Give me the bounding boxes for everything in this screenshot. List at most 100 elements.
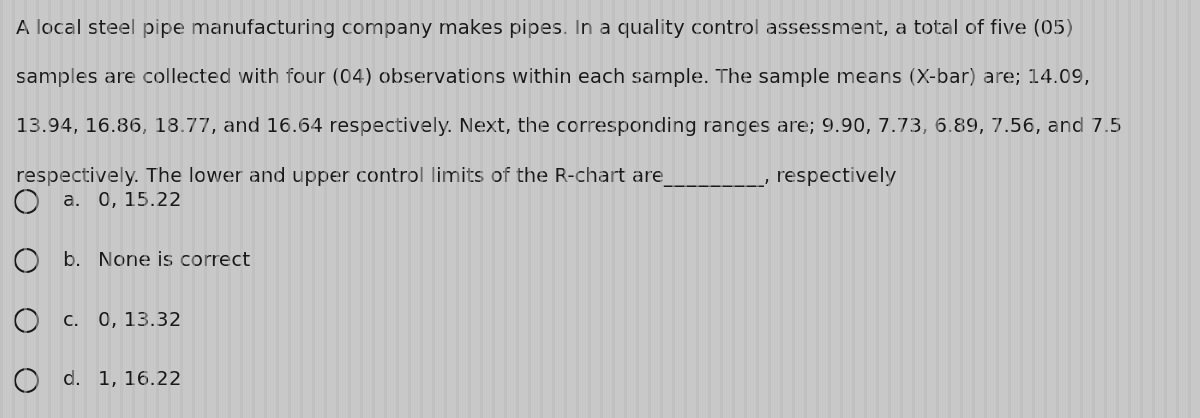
Bar [576, 0, 580, 418]
Bar [540, 0, 542, 418]
Bar [996, 0, 998, 418]
Bar [360, 0, 364, 418]
Bar [780, 0, 782, 418]
Bar [336, 0, 340, 418]
Text: 0, 13.32: 0, 13.32 [98, 311, 181, 330]
Bar [912, 0, 914, 418]
Bar [144, 0, 148, 418]
Bar [684, 0, 686, 418]
Bar [984, 0, 986, 418]
Text: 1, 16.22: 1, 16.22 [98, 370, 182, 390]
Bar [864, 0, 866, 418]
Bar [660, 0, 662, 418]
Bar [228, 0, 230, 418]
Bar [12, 0, 14, 418]
Bar [192, 0, 194, 418]
Bar [276, 0, 278, 418]
Bar [1008, 0, 1010, 418]
Bar [876, 0, 878, 418]
Bar [312, 0, 314, 418]
Bar [1032, 0, 1034, 418]
Bar [444, 0, 446, 418]
Text: 0, 15.22: 0, 15.22 [98, 191, 182, 210]
Bar [720, 0, 722, 418]
Bar [408, 0, 412, 418]
Bar [840, 0, 842, 418]
Bar [528, 0, 530, 418]
Text: A local steel pipe manufacturing company makes pipes. In a quality control asses: A local steel pipe manufacturing company… [16, 19, 1073, 38]
Bar [792, 0, 794, 418]
Bar [300, 0, 302, 418]
Bar [420, 0, 424, 418]
Bar [372, 0, 374, 418]
Bar [480, 0, 482, 418]
Bar [288, 0, 292, 418]
Bar [804, 0, 806, 418]
Bar [744, 0, 746, 418]
Bar [240, 0, 242, 418]
Bar [648, 0, 650, 418]
Text: a.: a. [62, 191, 82, 210]
Bar [672, 0, 674, 418]
Bar [960, 0, 962, 418]
Bar [1056, 0, 1060, 418]
Bar [636, 0, 638, 418]
Bar [888, 0, 890, 418]
Bar [1104, 0, 1108, 418]
Bar [36, 0, 38, 418]
Bar [828, 0, 830, 418]
Bar [348, 0, 352, 418]
Bar [156, 0, 158, 418]
Bar [48, 0, 50, 418]
Bar [516, 0, 520, 418]
Text: c.: c. [62, 311, 79, 330]
Bar [1020, 0, 1022, 418]
Bar [1044, 0, 1046, 418]
Bar [252, 0, 256, 418]
Text: samples are collected with four (04) observations within each sample. The sample: samples are collected with four (04) obs… [16, 68, 1090, 87]
Bar [600, 0, 602, 418]
Bar [1176, 0, 1178, 418]
Bar [168, 0, 172, 418]
Bar [132, 0, 134, 418]
Bar [588, 0, 592, 418]
Text: respectively. The lower and upper control limits of the R-chart are__________, r: respectively. The lower and upper contro… [16, 167, 896, 187]
Bar [732, 0, 734, 418]
Bar [1080, 0, 1084, 418]
Bar [180, 0, 182, 418]
Bar [756, 0, 758, 418]
Bar [492, 0, 496, 418]
Bar [612, 0, 614, 418]
Bar [1128, 0, 1132, 418]
Bar [456, 0, 458, 418]
Bar [708, 0, 710, 418]
Bar [108, 0, 112, 418]
Bar [96, 0, 98, 418]
Text: None is correct: None is correct [98, 251, 251, 270]
Bar [1164, 0, 1166, 418]
Bar [72, 0, 74, 418]
Bar [816, 0, 818, 418]
Bar [396, 0, 398, 418]
Bar [432, 0, 436, 418]
Bar [1068, 0, 1072, 418]
Bar [1116, 0, 1120, 418]
Bar [1152, 0, 1154, 418]
Bar [696, 0, 698, 418]
Bar [972, 0, 974, 418]
Bar [264, 0, 266, 418]
Bar [24, 0, 28, 418]
Bar [1092, 0, 1096, 418]
Bar [120, 0, 124, 418]
Bar [852, 0, 854, 418]
Bar [84, 0, 88, 418]
Text: b.: b. [62, 251, 82, 270]
Bar [324, 0, 326, 418]
Bar [60, 0, 64, 418]
Bar [936, 0, 938, 418]
Bar [1140, 0, 1142, 418]
Bar [0, 0, 2, 418]
Bar [924, 0, 926, 418]
Bar [504, 0, 508, 418]
Bar [468, 0, 470, 418]
